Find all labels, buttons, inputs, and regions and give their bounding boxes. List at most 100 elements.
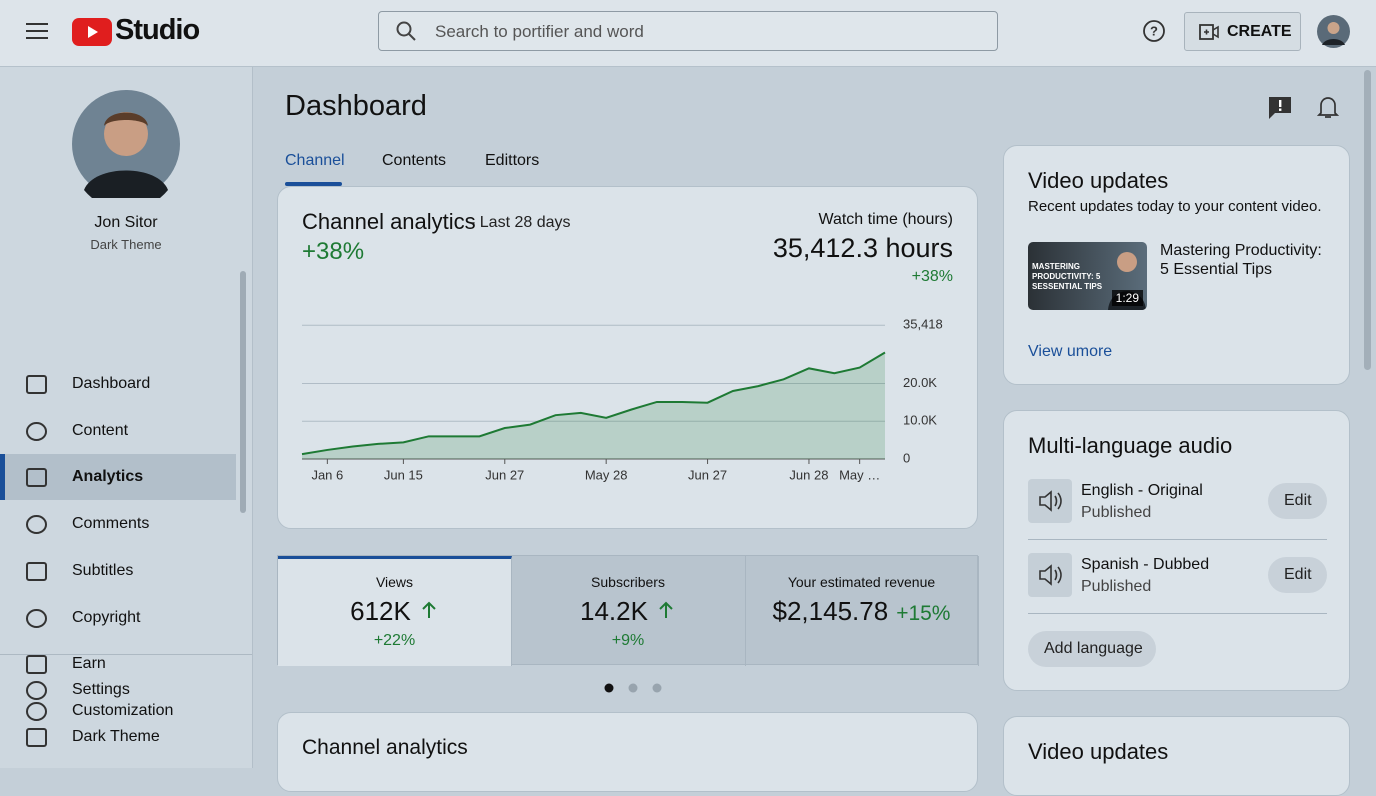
stat-tile[interactable]: Your estimated revenue $2,145.78 +15%: [745, 556, 979, 666]
icon-shape: [1039, 564, 1062, 586]
menu-icon[interactable]: [26, 22, 48, 40]
track-name: English - Original: [1081, 482, 1203, 499]
icon-shape: [26, 375, 47, 394]
nav-label: Content: [72, 421, 129, 439]
card-period: - Last 28 days: [470, 214, 571, 231]
speaker-icon: [1028, 479, 1072, 523]
edit-button[interactable]: Edit: [1268, 557, 1327, 593]
nav-icon: [26, 728, 47, 747]
card-title: Video updates: [1028, 168, 1169, 193]
icon-shape: [26, 681, 47, 700]
edit-label: Edit: [1284, 492, 1312, 509]
stats-row: Views 612K +22% Subscribers 14.2K +9% Your est…: [277, 555, 979, 666]
stat-tile[interactable]: Views 612K +22%: [278, 556, 512, 666]
audio-card: Multi-language audio Add language Englis…: [1003, 410, 1350, 691]
speaker-icon: [1028, 553, 1072, 597]
nav-item[interactable]: Subtitles: [0, 548, 236, 594]
stat-value-row: 612K: [278, 596, 511, 627]
area-fill: [302, 352, 885, 459]
nav-icon: [26, 701, 47, 721]
nav-item[interactable]: Content: [0, 408, 236, 454]
stat-value: $2,145.78: [772, 596, 889, 626]
feedback-icon[interactable]: [1268, 96, 1292, 120]
up-arrow: [422, 601, 436, 618]
card-title: Channel analytics: [302, 209, 476, 234]
active-indicator: [0, 454, 5, 501]
video-updates-card-2: Video updates: [1003, 716, 1350, 796]
page-scrollbar[interactable]: [1364, 70, 1371, 370]
nav-item[interactable]: Copyright: [0, 595, 236, 641]
nav-label: Earn: [72, 655, 106, 673]
logo-text[interactable]: Studio: [115, 14, 200, 46]
stat-change: +22%: [373, 632, 416, 649]
help-icon[interactable]: ?: [1143, 20, 1165, 42]
sidebar: Jon Sitor Dark Theme Dashboard Content Ana…: [0, 67, 253, 768]
nav-item[interactable]: Dark Theme: [0, 714, 236, 760]
notifications-icon[interactable]: [1317, 95, 1339, 120]
y-tick-label: 20.0K: [903, 375, 937, 390]
search-icon: [396, 21, 416, 41]
divider: [0, 654, 252, 655]
x-tick-label: Jun 15: [384, 467, 423, 482]
y-tick-label: 35,418: [903, 317, 943, 332]
x-tick-label: Jun 28: [789, 467, 828, 482]
create-button[interactable]: CREATE: [1184, 12, 1301, 51]
icon-shape: [26, 728, 47, 747]
stat-value: 14.2K: [580, 596, 648, 626]
edit-button[interactable]: Edit: [1268, 483, 1327, 519]
create-icon: [1199, 24, 1219, 40]
header: Studio Search to portifier and word ? CR…: [0, 0, 1376, 67]
nav-item[interactable]: Settings: [0, 667, 236, 713]
nav-icon: [26, 561, 47, 581]
search-box[interactable]: Search to portifier and word: [378, 11, 998, 51]
carousel-dots[interactable]: [600, 680, 666, 696]
nav-item[interactable]: Comments: [0, 501, 236, 547]
scrollbar[interactable]: [240, 271, 246, 513]
analytics-card: Channel analytics - Last 28 days +38% Wa…: [277, 186, 978, 529]
account-avatar[interactable]: [1317, 15, 1350, 48]
icon-shape: [26, 655, 47, 675]
watch-label: Watch time (hours): [818, 211, 953, 228]
tab[interactable]: Contents: [382, 152, 447, 169]
stat-label: Views: [375, 574, 414, 590]
duration: 1:29: [1111, 290, 1143, 306]
arrow-shape: [422, 601, 436, 618]
tab[interactable]: Channel: [285, 152, 345, 169]
video-thumbnail[interactable]: MASTERING PRODUCTIVITY: 5 SESSENTIAL TIP…: [1028, 242, 1147, 310]
icon-shape: [1039, 490, 1062, 512]
icon-shape: [26, 561, 47, 581]
nav-icon: [26, 608, 47, 628]
icon-shape: [26, 468, 47, 488]
stat-change: +9%: [611, 632, 645, 649]
icon-bg: [1028, 553, 1072, 597]
icon-shape: [26, 515, 47, 535]
nav-label: Subtitles: [72, 561, 134, 579]
nav-label: Settings: [72, 681, 130, 698]
card-subtitle: Recent updates today to your content vid…: [1028, 198, 1322, 215]
line: [301, 351, 886, 456]
logo-icon[interactable]: [72, 18, 112, 46]
nav-item[interactable]: Earn: [0, 641, 236, 687]
nav-item[interactable]: Customization: [0, 688, 236, 734]
divider: [1028, 613, 1327, 614]
track-name: Spanish - Dubbed: [1081, 556, 1210, 573]
nav-label: Dashboard: [72, 375, 151, 392]
y-tick-label: 0: [903, 450, 910, 465]
nav-icon: [26, 421, 47, 441]
stat-label: Subscribers: [591, 574, 665, 590]
icon-bg: [1028, 479, 1072, 523]
profile-avatar: [72, 90, 180, 198]
video-title[interactable]: Mastering Productivity: 5 Essential Tips: [1160, 242, 1322, 278]
nav-item[interactable]: Dashboard: [0, 361, 236, 407]
view-more-link[interactable]: View umore: [1028, 343, 1113, 360]
tab[interactable]: Edittors: [485, 152, 540, 169]
stat-tile[interactable]: Subscribers 14.2K +9%: [512, 556, 746, 666]
x-tick-label: Jun 27: [688, 467, 727, 482]
card-change: +38%: [302, 238, 365, 265]
nav-item[interactable]: Analytics: [0, 454, 236, 501]
chart: 0 10.0K 20.0K 35,418 Jan 6 Jun 15 Jun 27 May 28…: [301, 317, 943, 482]
arrow-shape: [659, 601, 673, 618]
add-language-button[interactable]: Add language: [1028, 631, 1156, 667]
divider: [1028, 539, 1327, 540]
